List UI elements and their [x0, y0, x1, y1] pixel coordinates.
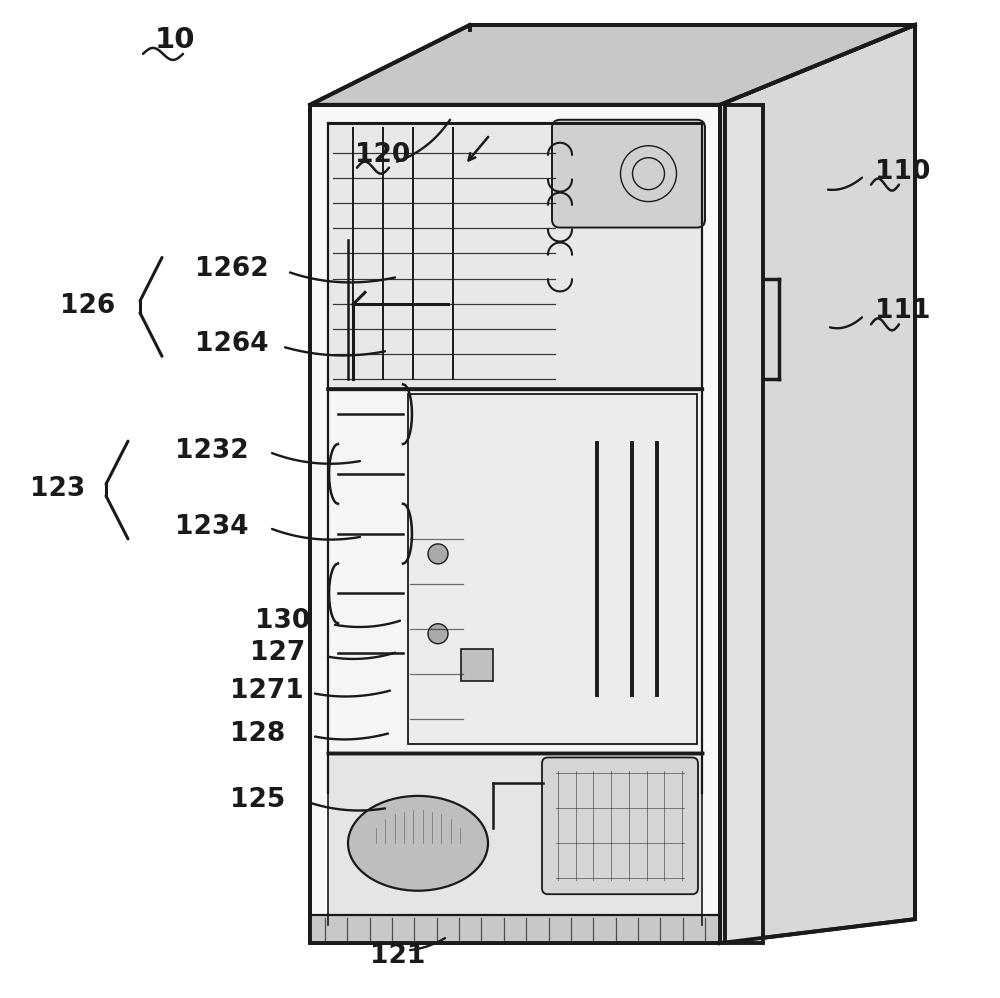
FancyBboxPatch shape: [408, 394, 697, 744]
Text: 1262: 1262: [195, 256, 269, 282]
FancyBboxPatch shape: [461, 649, 493, 681]
Polygon shape: [720, 25, 915, 943]
Polygon shape: [310, 105, 720, 943]
Polygon shape: [310, 25, 915, 105]
Text: 1234: 1234: [175, 514, 248, 540]
Text: 126: 126: [60, 293, 115, 319]
Polygon shape: [328, 753, 702, 918]
FancyBboxPatch shape: [552, 120, 705, 228]
Circle shape: [428, 624, 448, 644]
Text: 120: 120: [355, 142, 410, 168]
Text: 1264: 1264: [195, 331, 268, 357]
Text: 111: 111: [875, 298, 930, 324]
Polygon shape: [328, 389, 702, 753]
Text: 130: 130: [255, 608, 310, 634]
FancyBboxPatch shape: [310, 915, 720, 943]
Text: 10: 10: [155, 26, 196, 54]
Text: 1232: 1232: [175, 438, 249, 464]
Text: 121: 121: [370, 943, 425, 969]
FancyBboxPatch shape: [542, 757, 698, 894]
Polygon shape: [328, 123, 702, 389]
Polygon shape: [725, 105, 763, 943]
Text: 125: 125: [230, 787, 285, 813]
Text: 127: 127: [250, 640, 305, 666]
Ellipse shape: [348, 796, 488, 891]
Text: 1271: 1271: [230, 678, 304, 704]
Text: 123: 123: [30, 476, 85, 502]
Text: 110: 110: [875, 159, 930, 185]
Circle shape: [428, 544, 448, 564]
Text: 128: 128: [230, 721, 285, 747]
